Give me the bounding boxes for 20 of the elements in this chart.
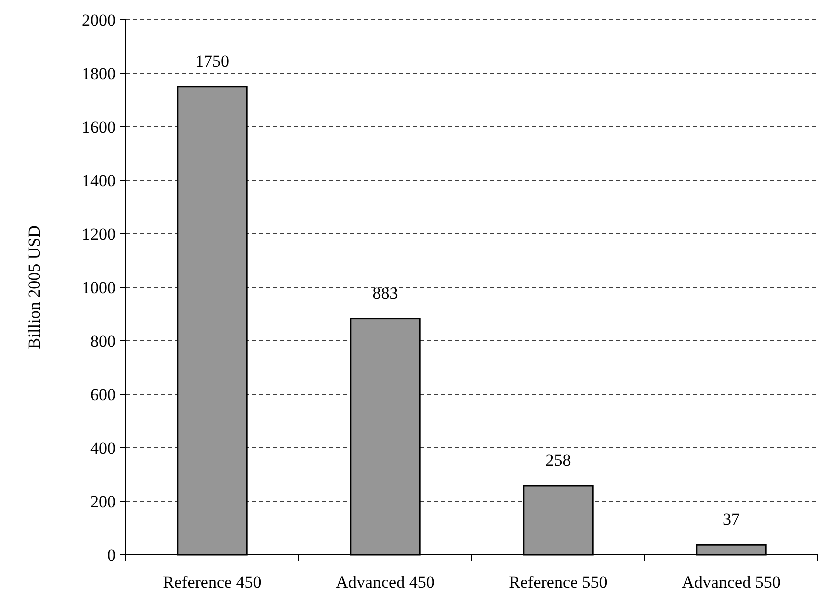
x-tick-label: Advanced 550 bbox=[682, 573, 781, 592]
y-tick-label: 0 bbox=[108, 546, 116, 565]
data-label: 37 bbox=[723, 510, 740, 530]
y-axis-title: Billion 2005 USD bbox=[25, 226, 44, 350]
x-tick-label: Advanced 450 bbox=[336, 573, 435, 592]
y-tick-label: 1800 bbox=[82, 64, 116, 84]
y-tick-label: 1600 bbox=[82, 118, 116, 137]
data-label: 1750 bbox=[196, 52, 230, 71]
x-tick-label: Reference 550 bbox=[509, 573, 608, 592]
y-tick-label: 400 bbox=[90, 438, 116, 458]
data-label: 883 bbox=[372, 284, 398, 303]
data-label: 258 bbox=[546, 450, 572, 470]
y-tick-label: 600 bbox=[90, 385, 116, 404]
y-tick-label: 1000 bbox=[82, 278, 116, 298]
y-tick-label: 200 bbox=[90, 492, 116, 512]
x-tick-label: Reference 450 bbox=[163, 573, 262, 592]
y-tick-label: 1400 bbox=[82, 171, 116, 190]
y-tick-label: 800 bbox=[90, 332, 116, 351]
y-tick-label: 2000 bbox=[82, 10, 116, 30]
y-tick-label: 1200 bbox=[82, 224, 116, 244]
